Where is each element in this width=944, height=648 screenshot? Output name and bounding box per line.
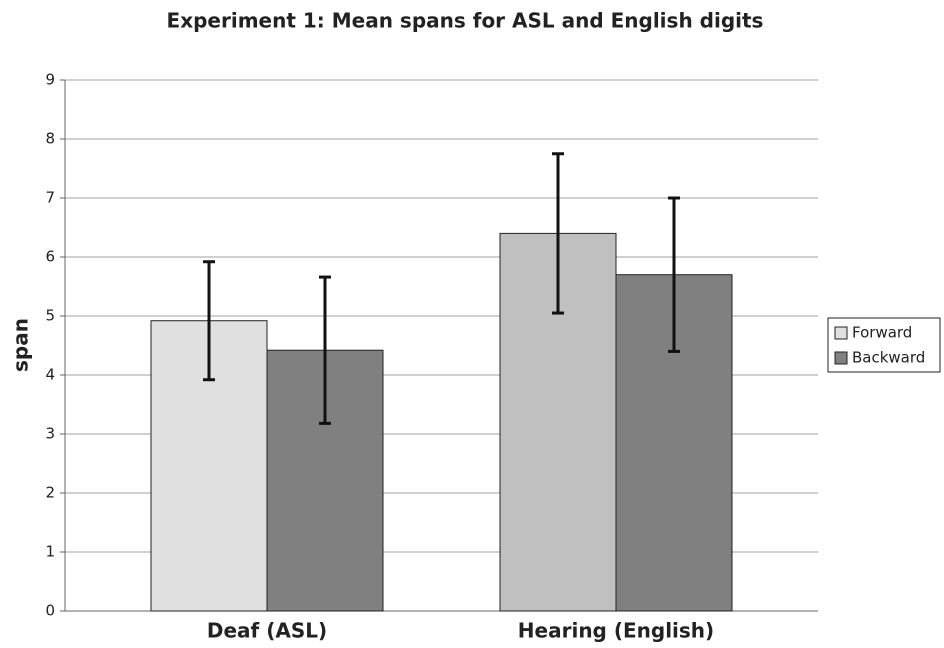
y-tick-label: 2 [45, 484, 55, 502]
y-tick-label: 6 [45, 248, 55, 266]
y-tick-label: 8 [45, 130, 55, 148]
x-tick-label: Hearing (English) [518, 619, 714, 643]
legend-label: Forward [852, 324, 912, 342]
y-tick-label: 7 [45, 189, 55, 207]
chart-title: Experiment 1: Mean spans for ASL and Eng… [167, 9, 764, 33]
y-tick-label: 1 [45, 543, 55, 561]
y-tick-label: 9 [45, 71, 55, 89]
legend-swatch [834, 351, 848, 365]
y-axis-label: span [9, 318, 33, 372]
y-tick-label: 0 [45, 602, 55, 620]
y-tick-label: 5 [45, 307, 55, 325]
legend-swatch [834, 326, 848, 340]
x-tick-label: Deaf (ASL) [207, 619, 327, 643]
y-tick-label: 4 [45, 366, 55, 384]
legend-label: Backward [852, 349, 925, 367]
y-tick-label: 3 [45, 425, 55, 443]
